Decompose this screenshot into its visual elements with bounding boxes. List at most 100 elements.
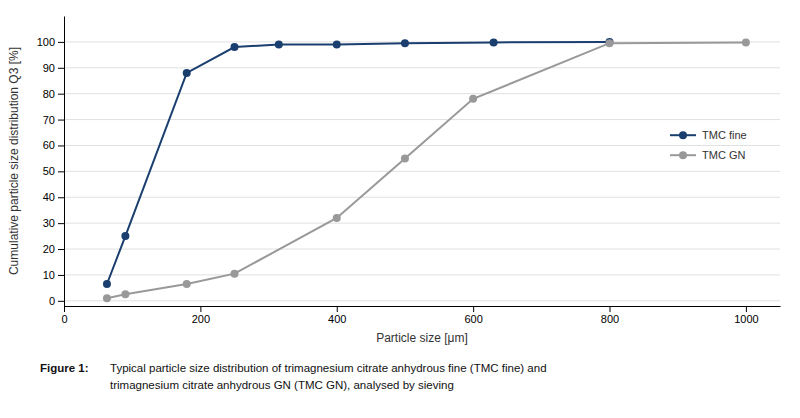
series-point [275, 40, 283, 48]
x-tick-mark [473, 306, 474, 312]
y-tick: 70 [43, 114, 64, 126]
x-tick-mark [746, 306, 747, 312]
grid-line [64, 274, 780, 275]
y-tick-label: 90 [43, 62, 55, 74]
y-tick: 90 [43, 62, 64, 74]
y-tick: 10 [43, 269, 64, 281]
grid-line [64, 145, 780, 146]
y-tick-label: 40 [43, 191, 55, 203]
y-tick-label: 100 [37, 36, 55, 48]
series-point [606, 39, 614, 47]
series-point [469, 95, 477, 103]
legend-item: TMC GN [670, 149, 745, 161]
y-tick-label: 30 [43, 217, 55, 229]
series-line [107, 42, 746, 298]
grid-line [64, 197, 780, 198]
legend-label: TMC fine [702, 129, 747, 141]
x-tick-label: 200 [192, 313, 210, 325]
y-tick-label: 50 [43, 165, 55, 177]
x-axis-title: Particle size [μm] [376, 331, 468, 345]
y-tick-mark [58, 94, 64, 95]
grid [64, 42, 780, 301]
x-tick-label: 0 [61, 313, 67, 325]
x-tick: 800 [601, 306, 619, 325]
x-tick-label: 1000 [734, 313, 758, 325]
y-tick-mark [58, 275, 64, 276]
x-tick-label: 400 [328, 313, 346, 325]
y-tick: 40 [43, 191, 64, 203]
chart: 0 200 400 600 800 1000 0 10 20 30 40 50 60 70 80 90 100 T… [0, 0, 800, 418]
grid-line [64, 171, 780, 172]
y-tick-label: 20 [43, 243, 55, 255]
x-tick-mark [610, 306, 611, 312]
x-axis: 0 200 400 600 800 1000 [61, 306, 780, 325]
y-tick-mark [58, 197, 64, 198]
series-point [183, 69, 191, 77]
x-tick: 400 [328, 306, 346, 325]
series-point [401, 154, 409, 162]
grid-line [64, 119, 780, 120]
series-point [742, 38, 750, 46]
legend: TMC fine TMC GN [670, 129, 747, 161]
series-point [183, 280, 191, 288]
x-tick: 200 [192, 306, 210, 325]
y-tick: 0 [49, 295, 64, 307]
y-tick-mark [58, 301, 64, 302]
series-point [103, 294, 111, 302]
y-tick: 60 [43, 139, 64, 151]
x-tick: 0 [61, 306, 67, 325]
plot: 0 200 400 600 800 1000 0 10 20 30 40 50 60 70 80 90 100 T… [37, 17, 781, 325]
x-tick-label: 600 [464, 313, 482, 325]
grid-line [64, 223, 780, 224]
y-tick: 30 [43, 217, 64, 229]
series-point [333, 214, 341, 222]
series-point [103, 280, 111, 288]
grid-line [64, 93, 780, 94]
y-tick: 80 [43, 88, 64, 100]
marks [103, 38, 750, 302]
y-tick-label: 60 [43, 139, 55, 151]
caption-line: Typical particle size distribution of tr… [110, 362, 547, 374]
caption-line: trimagnesium citrate anhydrous GN (TMC G… [110, 379, 454, 391]
y-tick-mark [58, 42, 64, 43]
grid-line [64, 67, 780, 68]
caption-prefix: Figure 1: [40, 362, 89, 374]
x-axis-line [65, 306, 781, 307]
y-tick-label: 0 [49, 295, 55, 307]
y-tick-mark [58, 120, 64, 121]
y-axis: 0 10 20 30 40 50 60 70 80 90 100 [37, 17, 65, 307]
series-point [401, 39, 409, 47]
y-tick-mark [58, 68, 64, 69]
series-point [230, 270, 238, 278]
x-tick-label: 800 [601, 313, 619, 325]
grid-line [64, 300, 780, 301]
series-point [121, 232, 129, 240]
grid-line [64, 249, 780, 250]
y-tick-label: 70 [43, 114, 55, 126]
legend-label: TMC GN [702, 149, 745, 161]
x-tick: 600 [464, 306, 482, 325]
x-tick-mark [64, 306, 65, 312]
series-point [230, 43, 238, 51]
y-tick: 100 [37, 36, 64, 48]
series-point [490, 38, 498, 46]
y-tick-label: 80 [43, 88, 55, 100]
y-axis-line [64, 17, 65, 307]
series-point [333, 40, 341, 48]
y-tick-mark [58, 171, 64, 172]
x-tick-mark [200, 306, 201, 312]
y-tick-label: 10 [43, 269, 55, 281]
y-tick: 50 [43, 165, 64, 177]
y-axis-title: Cumulative particle size distribution Q3… [7, 47, 21, 275]
series-line [107, 42, 610, 284]
x-tick: 1000 [734, 306, 758, 325]
legend-item: TMC fine [670, 129, 747, 141]
series-point [121, 290, 129, 298]
x-tick-mark [337, 306, 338, 312]
y-tick-mark [58, 223, 64, 224]
y-tick-mark [58, 249, 64, 250]
y-tick-mark [58, 145, 64, 146]
legend-marker [679, 151, 687, 159]
legend-marker [679, 131, 687, 139]
y-tick: 20 [43, 243, 64, 255]
